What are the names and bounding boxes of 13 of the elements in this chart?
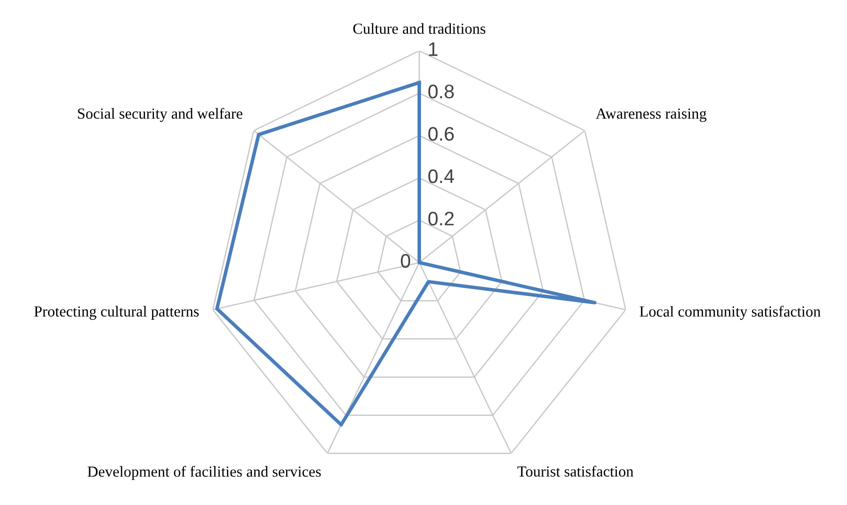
spoke-label: Development of facilities and services [88, 466, 321, 480]
y-tick-label: 0.8 [428, 84, 454, 98]
spoke-label: Protecting cultural patterns [34, 306, 199, 320]
spoke-label: Tourist satisfaction [517, 466, 634, 477]
spoke-label: Social security and welfare [78, 108, 242, 122]
y-tick-label: 0.6 [428, 127, 454, 141]
spoke-label: Awareness raising [596, 108, 706, 122]
y-tick-label: 1 [429, 42, 438, 56]
y-tick-label: 0.2 [428, 212, 454, 226]
y-tick-label: 0.4 [428, 169, 454, 184]
spoke-label: Culture and traditions [353, 23, 486, 34]
spoke-label: Local community satisfaction [640, 306, 821, 320]
y-tick-label: 0 [400, 254, 410, 268]
